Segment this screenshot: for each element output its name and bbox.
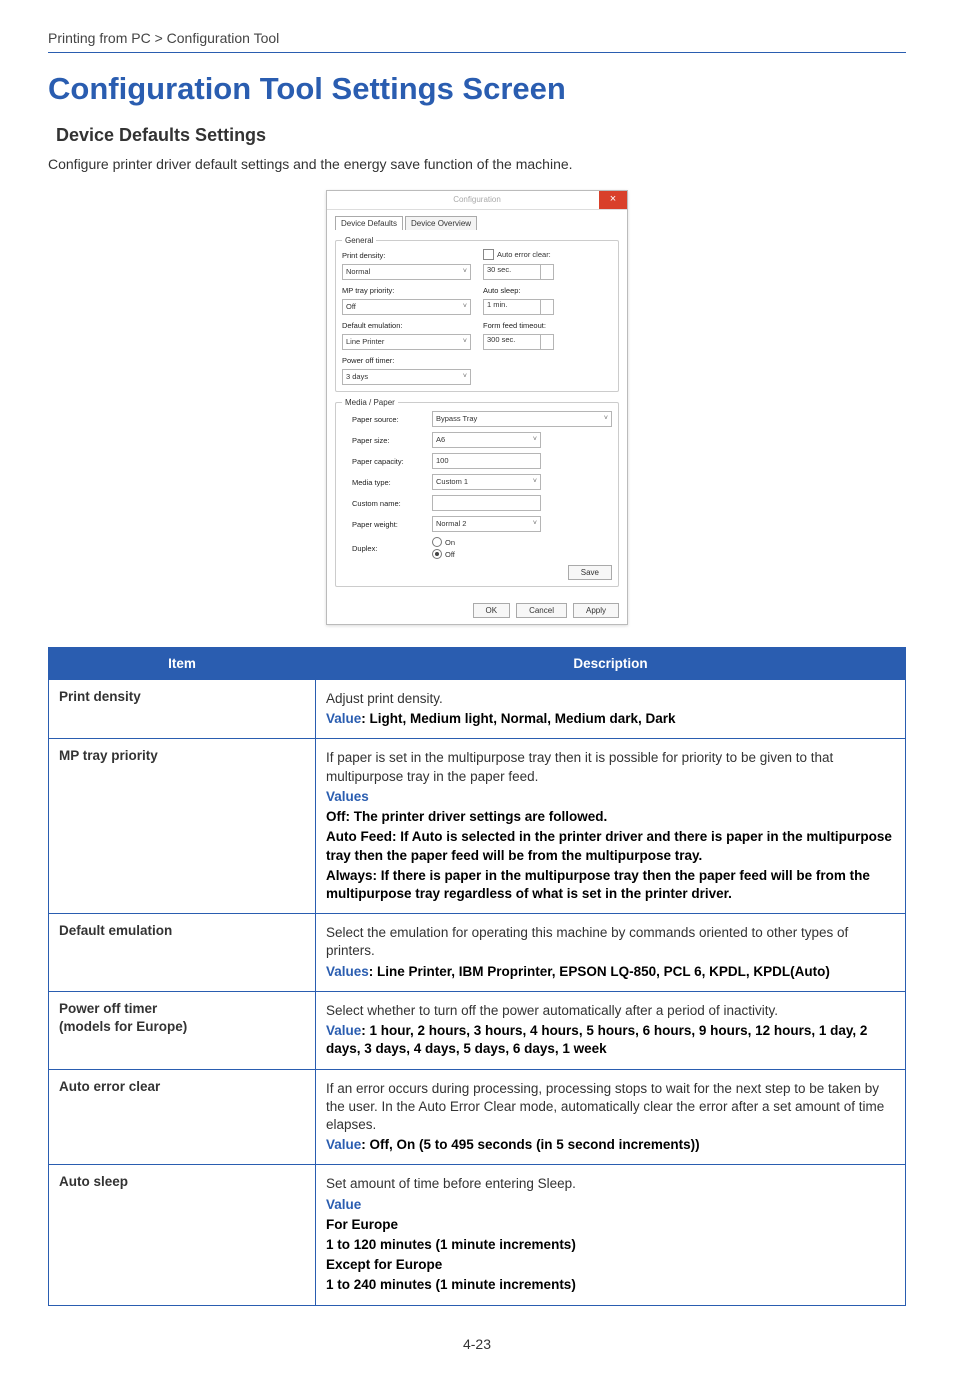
settings-table: Item Description Print densityAdjust pri… [48,647,906,1306]
paper-capacity-label: Paper capacity: [352,457,424,466]
table-row: Default emulationSelect the emulation fo… [49,914,906,992]
paper-weight-label: Paper weight: [352,520,424,529]
media-type-select[interactable]: Custom 1 [432,474,541,490]
paper-weight-select[interactable]: Normal 2 [432,516,541,532]
paper-size-select[interactable]: A6 [432,432,541,448]
custom-name-input[interactable] [432,495,541,511]
table-row: Auto sleepSet amount of time before ente… [49,1165,906,1305]
media-fieldset: Media / Paper Paper source: Bypass Tray … [335,398,619,587]
config-dialog: Configuration × Device Defaults Device O… [326,190,628,625]
form-feed-timeout-spinner[interactable]: 300 sec. [483,334,554,350]
intro-text: Configure printer driver default setting… [48,156,906,172]
table-header-desc: Description [316,648,906,680]
tab-device-overview[interactable]: Device Overview [405,216,477,230]
apply-button[interactable]: Apply [573,603,619,618]
auto-error-clear-label: Auto error clear: [497,250,551,259]
table-row: MP tray priorityIf paper is set in the m… [49,739,906,914]
close-icon[interactable]: × [599,191,627,209]
media-type-label: Media type: [352,478,424,487]
header-rule [48,52,906,53]
default-emulation-select[interactable]: Line Printer [342,334,471,350]
table-cell-description: Select the emulation for operating this … [316,914,906,992]
print-density-label: Print density: [342,251,471,260]
table-cell-description: Adjust print density.Value: Light, Mediu… [316,680,906,739]
breadcrumb: Printing from PC > Configuration Tool [48,30,906,52]
table-cell-item: MP tray priority [49,739,316,914]
media-legend: Media / Paper [342,398,398,407]
auto-sleep-spinner[interactable]: 1 min. [483,299,554,315]
general-fieldset: General Print density: Normal MP tray pr… [335,236,619,392]
auto-sleep-label: Auto sleep: [483,286,612,295]
duplex-on-radio[interactable]: On [432,537,612,547]
table-row: Power off timer(models for Europe)Select… [49,991,906,1069]
mp-priority-label: MP tray priority: [342,286,471,295]
page-number: 4-23 [48,1336,906,1352]
page-title: Configuration Tool Settings Screen [48,71,906,107]
radio-icon [432,549,442,559]
table-cell-item: Power off timer(models for Europe) [49,991,316,1069]
auto-error-clear-spinner[interactable]: 30 sec. [483,264,554,280]
screenshot-figure: Configuration × Device Defaults Device O… [48,190,906,625]
table-cell-description: If an error occurs during processing, pr… [316,1069,906,1165]
table-cell-item: Default emulation [49,914,316,992]
save-button[interactable]: Save [568,565,612,580]
radio-icon [432,537,442,547]
table-cell-description: Set amount of time before entering Sleep… [316,1165,906,1305]
table-cell-description: If paper is set in the multipurpose tray… [316,739,906,914]
dialog-title: Configuration [453,191,501,209]
section-subtitle: Device Defaults Settings [56,125,906,146]
table-header-item: Item [49,648,316,680]
custom-name-label: Custom name: [352,499,424,508]
tab-device-defaults[interactable]: Device Defaults [335,216,403,230]
auto-error-clear-checkbox[interactable]: Auto error clear: [483,249,612,260]
general-legend: General [342,236,376,245]
checkbox-icon [483,249,494,260]
power-off-timer-select[interactable]: 3 days [342,369,471,385]
table-cell-item: Auto sleep [49,1165,316,1305]
ok-button[interactable]: OK [473,603,511,618]
mp-priority-select[interactable]: Off [342,299,471,315]
cancel-button[interactable]: Cancel [516,603,567,618]
duplex-off-radio[interactable]: Off [432,549,612,559]
table-row: Print densityAdjust print density.Value:… [49,680,906,739]
table-cell-item: Print density [49,680,316,739]
paper-capacity-input[interactable]: 100 [432,453,541,469]
default-emulation-label: Default emulation: [342,321,471,330]
duplex-off-label: Off [445,550,455,559]
table-cell-item: Auto error clear [49,1069,316,1165]
paper-source-label: Paper source: [352,415,424,424]
print-density-select[interactable]: Normal [342,264,471,280]
dialog-titlebar: Configuration × [327,191,627,210]
form-feed-timeout-label: Form feed timeout: [483,321,612,330]
paper-source-select[interactable]: Bypass Tray [432,411,612,427]
dialog-tabs: Device Defaults Device Overview [335,216,619,230]
duplex-on-label: On [445,538,455,547]
power-off-timer-label: Power off timer: [342,356,471,365]
duplex-label: Duplex: [352,544,424,553]
table-row: Auto error clearIf an error occurs durin… [49,1069,906,1165]
paper-size-label: Paper size: [352,436,424,445]
table-cell-description: Select whether to turn off the power aut… [316,991,906,1069]
